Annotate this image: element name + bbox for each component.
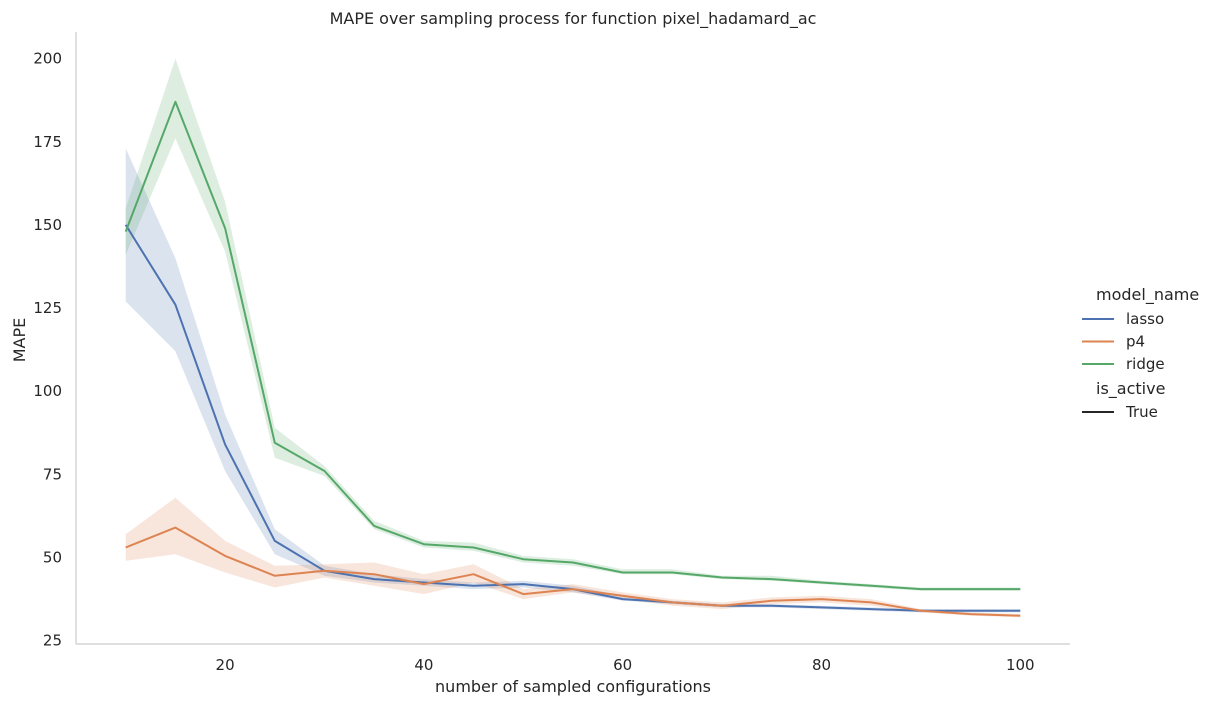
legend: model_name lasso p4 ridge is_active True: [1082, 285, 1199, 421]
y-tick-label: 175: [33, 133, 62, 151]
line-lasso: [124, 224, 1021, 612]
x-tick-label: 20: [216, 656, 235, 674]
x-axis-label: number of sampled configurations: [435, 677, 711, 696]
confidence-bands: [125, 58, 1021, 618]
x-tick-label: 40: [414, 656, 433, 674]
y-tick-label: 125: [33, 299, 62, 317]
y-tick-label: 25: [43, 632, 62, 650]
line-ridge: [124, 100, 1021, 591]
legend-label-lasso: lasso: [1126, 310, 1164, 328]
legend-style-entries: True: [1082, 403, 1158, 421]
legend-entries: lasso p4 ridge: [1082, 310, 1165, 373]
y-tick-label: 75: [43, 465, 62, 483]
legend-style-label: True: [1125, 403, 1158, 421]
chart-title: MAPE over sampling process for function …: [330, 9, 817, 29]
line-p4: [125, 526, 1021, 617]
x-ticks: 20 40 60 80 100: [216, 656, 1035, 674]
y-ticks: 25 50 75 100 125 150 175 200: [33, 50, 62, 650]
legend-hue-title: model_name: [1096, 285, 1199, 305]
legend-label-ridge: ridge: [1126, 355, 1165, 373]
x-tick-label: 100: [1006, 656, 1035, 674]
legend-style-title: is_active: [1096, 379, 1165, 399]
series-lines: [124, 100, 1021, 617]
y-tick-label: 200: [33, 50, 62, 68]
y-axis-label: MAPE: [10, 318, 29, 363]
x-tick-label: 60: [613, 656, 632, 674]
legend-label-p4: p4: [1126, 333, 1145, 351]
x-tick-label: 80: [812, 656, 831, 674]
y-tick-label: 50: [43, 549, 62, 567]
y-tick-label: 150: [33, 216, 62, 234]
y-tick-label: 100: [33, 382, 62, 400]
